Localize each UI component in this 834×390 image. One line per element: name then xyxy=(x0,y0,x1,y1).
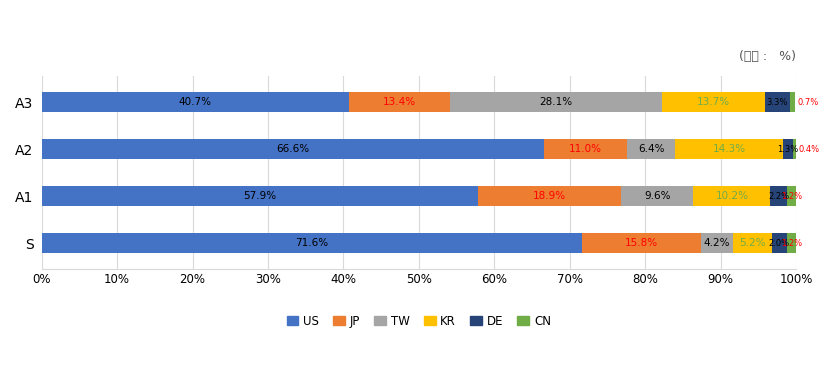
Bar xyxy=(787,186,796,206)
Bar xyxy=(787,234,796,253)
Bar xyxy=(661,92,765,112)
Text: 13.7%: 13.7% xyxy=(696,97,730,107)
Bar xyxy=(676,139,783,159)
Bar xyxy=(793,139,796,159)
Text: 10.2%: 10.2% xyxy=(716,191,748,201)
Text: 0.4%: 0.4% xyxy=(798,145,819,154)
Text: 4.2%: 4.2% xyxy=(704,238,730,248)
Bar xyxy=(42,139,544,159)
Legend: US, JP, TW, KR, DE, CN: US, JP, TW, KR, DE, CN xyxy=(282,310,555,332)
Text: 13.4%: 13.4% xyxy=(383,97,416,107)
Text: 28.1%: 28.1% xyxy=(539,97,572,107)
Bar xyxy=(771,186,787,206)
Text: 1.2%: 1.2% xyxy=(781,239,802,248)
Bar xyxy=(621,186,693,206)
Bar xyxy=(349,92,450,112)
Bar xyxy=(42,92,349,112)
Text: 18.9%: 18.9% xyxy=(533,191,566,201)
Text: 1.3%: 1.3% xyxy=(777,145,799,154)
Text: 40.7%: 40.7% xyxy=(178,97,212,107)
Bar xyxy=(765,92,790,112)
Text: 5.2%: 5.2% xyxy=(739,238,766,248)
Bar xyxy=(693,186,771,206)
Bar xyxy=(771,234,787,253)
Text: 2.2%: 2.2% xyxy=(768,192,789,201)
Bar xyxy=(479,186,621,206)
Text: 11.0%: 11.0% xyxy=(569,144,602,154)
Text: 6.4%: 6.4% xyxy=(638,144,665,154)
Text: 15.8%: 15.8% xyxy=(625,238,658,248)
Text: 9.6%: 9.6% xyxy=(644,191,671,201)
Text: 14.3%: 14.3% xyxy=(712,144,746,154)
Text: 0.7%: 0.7% xyxy=(797,98,819,107)
Bar xyxy=(582,234,701,253)
Bar xyxy=(544,139,627,159)
Bar xyxy=(42,234,582,253)
Bar xyxy=(790,92,795,112)
Text: 66.6%: 66.6% xyxy=(276,144,309,154)
Bar xyxy=(450,92,661,112)
Text: 2.0%: 2.0% xyxy=(769,239,790,248)
Text: 1.2%: 1.2% xyxy=(781,192,802,201)
Bar xyxy=(783,139,793,159)
Bar xyxy=(627,139,676,159)
Text: 3.3%: 3.3% xyxy=(766,98,788,107)
Text: 71.6%: 71.6% xyxy=(295,238,329,248)
Bar xyxy=(732,234,771,253)
Bar xyxy=(42,186,479,206)
Text: (단위 :   %): (단위 : %) xyxy=(739,50,796,63)
Text: 57.9%: 57.9% xyxy=(244,191,277,201)
Bar xyxy=(701,234,732,253)
